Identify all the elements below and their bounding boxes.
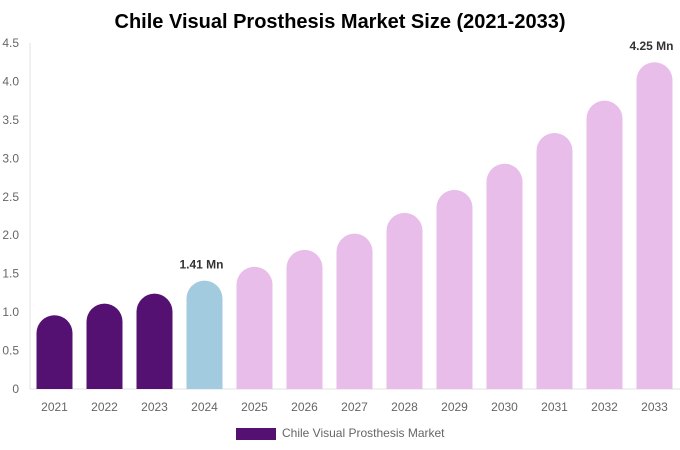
legend-swatch [236,428,276,440]
x-tick-label: 2026 [291,400,318,414]
bar-2029[interactable] [436,189,473,389]
bar-2033[interactable] [636,62,673,389]
bar-2031[interactable] [536,132,573,389]
y-tick-label: 0 [12,382,19,396]
y-tick-label: 4.5 [2,36,19,50]
y-tick-label: 4.0 [2,74,19,88]
bar-2023[interactable] [136,293,173,389]
x-tick-label: 2022 [91,400,118,414]
y-tick-label: 2.0 [2,228,19,242]
bar-2021[interactable] [36,315,73,389]
x-tick-label: 2033 [641,400,668,414]
chart-title: Chile Visual Prosthesis Market Size (202… [115,11,566,33]
x-tick-label: 2023 [141,400,168,414]
x-tick-label: 2030 [491,400,518,414]
x-tick-label: 2027 [341,400,368,414]
x-tick-label: 2025 [241,400,268,414]
bar-2024[interactable] [186,280,223,389]
y-tick-label: 0.5 [2,344,19,358]
y-tick-label: 3.0 [2,151,19,165]
x-tick-label: 2029 [441,400,468,414]
y-tick-label: 1.5 [2,267,19,281]
y-tick-label: 3.5 [2,113,19,127]
x-tick-label: 2031 [541,400,568,414]
x-tick-label: 2024 [191,400,218,414]
bar-2026[interactable] [286,249,323,389]
x-tick-label: 2028 [391,400,418,414]
data-label-2024: 1.41 Mn [179,258,223,272]
data-label-2033: 4.25 Mn [629,39,673,53]
bar-2032[interactable] [586,100,623,389]
y-tick-label: 1.0 [2,305,19,319]
y-tick-label: 2.5 [2,190,19,204]
bar-2028[interactable] [386,212,423,389]
bar-2027[interactable] [336,233,373,389]
legend[interactable]: Chile Visual Prosthesis Market [236,426,445,440]
x-tick-label: 2032 [591,400,618,414]
bar-2022[interactable] [86,303,123,389]
bar-2025[interactable] [236,266,273,389]
x-tick-label: 2021 [41,400,68,414]
bar-2030[interactable] [486,163,523,389]
legend-label: Chile Visual Prosthesis Market [282,426,445,440]
